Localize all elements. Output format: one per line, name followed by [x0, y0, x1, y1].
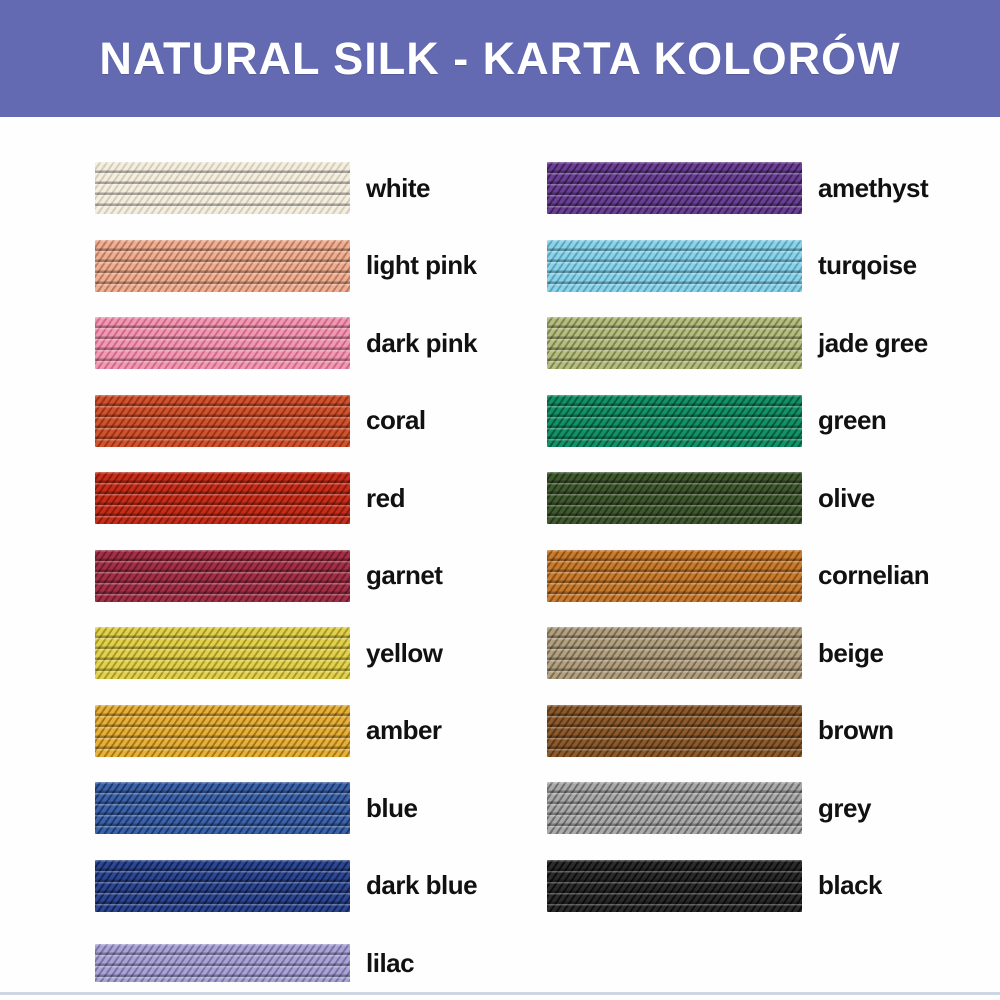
thread-swatch-red — [95, 472, 350, 524]
color-row-garnet: garnet — [95, 549, 477, 602]
color-label-red: red — [366, 482, 405, 513]
color-label-black: black — [818, 870, 883, 900]
thread-swatch-beige — [547, 627, 802, 679]
color-column-left: white light pink dark pink coral red gar… — [95, 162, 478, 1000]
thread-swatch-garnet — [95, 549, 350, 602]
color-label-amethyst: amethyst — [818, 172, 929, 203]
color-label-yellow: yellow — [366, 637, 443, 668]
title-banner: NATURAL SILK - KARTA KOLORÓW — [0, 0, 1000, 117]
thread-swatch-blue — [95, 782, 350, 834]
color-row-white: white — [95, 162, 477, 214]
thread-swatch-lilac — [95, 944, 350, 982]
thread-swatch-dark-blue — [95, 859, 350, 912]
thread-swatch-cornelian — [547, 549, 802, 602]
color-row-dark-blue: dark blue — [95, 859, 478, 912]
thread-swatch-dark-pink — [95, 317, 350, 369]
thread-swatch-green — [547, 394, 802, 447]
color-label-garnet: garnet — [366, 560, 443, 590]
bottom-divider-line — [0, 992, 1000, 995]
thread-swatch-turqoise — [547, 239, 802, 292]
color-row-jade-green: jade gree — [547, 317, 929, 369]
thread-swatch-amber — [95, 704, 350, 757]
color-row-coral: coral — [95, 394, 477, 447]
thread-swatch-brown — [547, 704, 802, 757]
color-row-cornelian: cornelian — [547, 549, 930, 602]
thread-swatch-grey — [547, 782, 802, 834]
thread-swatch-jade-green — [547, 317, 802, 369]
color-row-olive: olive — [547, 472, 929, 524]
color-label-beige: beige — [818, 637, 884, 668]
thread-swatch-olive — [547, 472, 802, 524]
thread-swatch-amethyst — [547, 162, 802, 214]
color-label-cornelian: cornelian — [818, 560, 930, 590]
color-row-yellow: yellow — [95, 627, 477, 679]
color-label-dark-blue: dark blue — [366, 870, 478, 900]
color-label-coral: coral — [366, 405, 426, 435]
color-label-blue: blue — [366, 792, 418, 823]
color-row-lilac: lilac — [95, 944, 477, 982]
color-row-green: green — [547, 394, 929, 447]
color-row-black: black — [547, 859, 929, 912]
color-label-green: green — [818, 405, 887, 435]
color-label-light-pink: light pink — [366, 250, 477, 280]
color-label-dark-pink: dark pink — [366, 327, 478, 358]
color-row-amber: amber — [95, 704, 477, 757]
thread-swatch-yellow — [95, 627, 350, 679]
color-label-jade-green: jade gree — [818, 327, 928, 358]
color-row-light-pink: light pink — [95, 239, 477, 292]
color-label-brown: brown — [818, 715, 894, 745]
color-label-lilac: lilac — [366, 947, 415, 978]
color-row-blue: blue — [95, 782, 477, 834]
color-label-olive: olive — [818, 482, 875, 513]
color-label-amber: amber — [366, 715, 442, 745]
thread-swatch-white — [95, 162, 350, 214]
color-row-brown: brown — [547, 704, 929, 757]
color-row-red: red — [95, 472, 477, 524]
color-label-turqoise: turqoise — [818, 250, 917, 280]
color-label-grey: grey — [818, 792, 871, 823]
color-row-turqoise: turqoise — [547, 239, 929, 292]
thread-swatch-coral — [95, 394, 350, 447]
color-row-grey: grey — [547, 782, 929, 834]
thread-swatch-black — [547, 859, 802, 912]
color-label-white: white — [366, 172, 430, 203]
color-row-dark-pink: dark pink — [95, 317, 478, 369]
thread-swatch-light-pink — [95, 239, 350, 292]
color-row-beige: beige — [547, 627, 929, 679]
color-row-amethyst: amethyst — [547, 162, 929, 214]
color-column-right: amethyst turqoise jade gree green olive … — [547, 162, 930, 937]
page-title: NATURAL SILK - KARTA KOLORÓW — [99, 32, 901, 84]
